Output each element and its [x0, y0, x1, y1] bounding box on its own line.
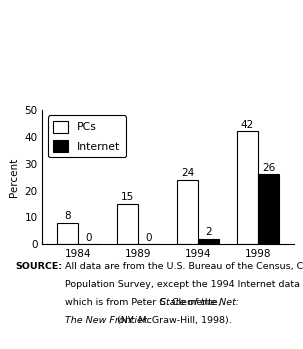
Bar	[198, 239, 219, 244]
Text: Population Survey, except the 1994 Internet data point,: Population Survey, except the 1994 Inter…	[65, 280, 303, 289]
Text: (NY: McGraw-Hill, 1998).: (NY: McGraw-Hill, 1998).	[114, 316, 232, 325]
Text: 15: 15	[121, 192, 134, 202]
Text: The New Frontier.: The New Frontier.	[65, 316, 149, 325]
Bar	[258, 174, 279, 244]
Text: 2: 2	[205, 227, 212, 237]
Text: which is from Peter C. Clemente,: which is from Peter C. Clemente,	[65, 298, 224, 307]
Text: Figure 1. Percentage of U.S. Households Owning
a Home Computer and Percentage of: Figure 1. Percentage of U.S. Households …	[2, 30, 301, 66]
Bar	[117, 204, 138, 244]
Text: 8: 8	[65, 211, 71, 221]
Text: 0: 0	[145, 233, 152, 243]
Text: SOURCE:: SOURCE:	[15, 262, 62, 271]
Bar	[57, 223, 78, 244]
Legend: PCs, Internet: PCs, Internet	[48, 116, 126, 157]
Text: All data are from the U.S. Bureau of the Census, Current: All data are from the U.S. Bureau of the…	[65, 262, 303, 271]
Text: State of the Net:: State of the Net:	[160, 298, 239, 307]
Text: 26: 26	[262, 163, 275, 173]
Y-axis label: Percent: Percent	[9, 157, 19, 197]
Text: 0: 0	[85, 233, 92, 243]
Bar	[177, 180, 198, 244]
Bar	[237, 132, 258, 244]
Text: 42: 42	[241, 120, 254, 130]
Text: 24: 24	[181, 168, 194, 178]
